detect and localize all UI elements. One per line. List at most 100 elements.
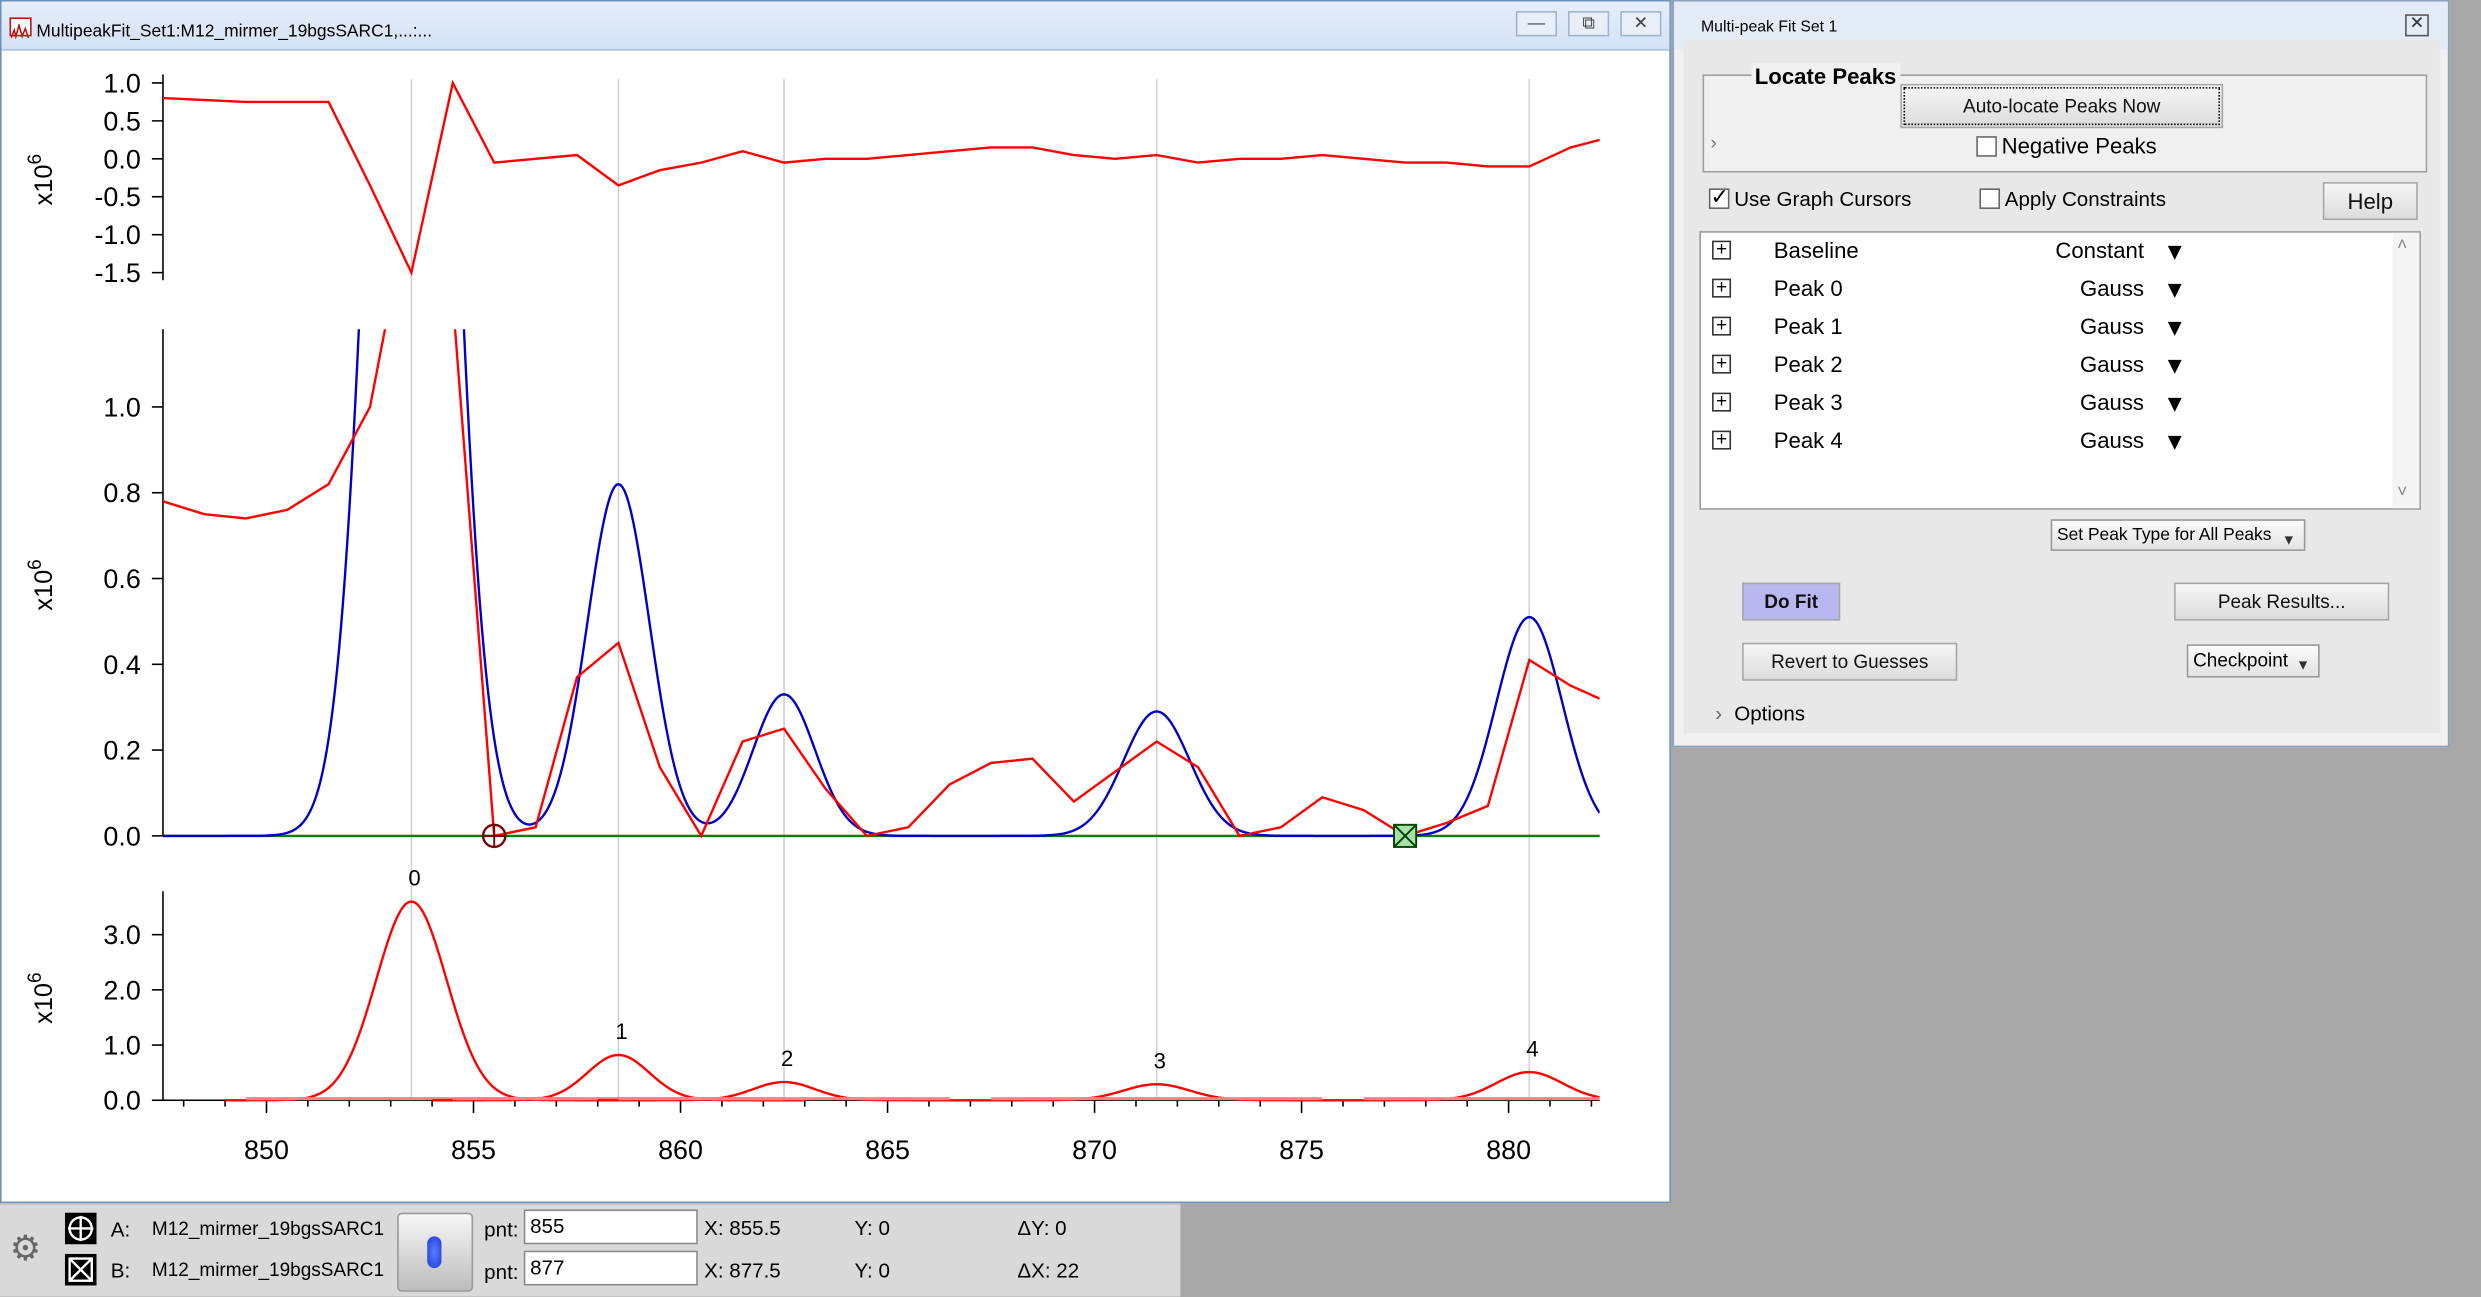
scroll-down-icon[interactable]: ˅: [2397, 482, 2408, 502]
revert-guesses-button[interactable]: Revert to Guesses: [1742, 642, 1958, 681]
row-type: Gauss: [2079, 351, 2145, 377]
minimize-button[interactable]: —: [1515, 11, 1557, 37]
y-tick-label: 0.5: [103, 106, 140, 136]
chevron-right-icon[interactable]: ›: [1715, 701, 1723, 726]
x-tick-label: 870: [1072, 1135, 1117, 1165]
cursor-b-cross-2: [1393, 824, 1417, 848]
list-item[interactable]: + Peak 2 Gauss ▼: [1701, 347, 2397, 385]
expand-icon[interactable]: +: [1712, 239, 1732, 260]
cursor-b-label: B:: [110, 1258, 131, 1283]
row-name: Baseline: [1773, 237, 1859, 263]
x-tick-label: 880: [1486, 1135, 1531, 1165]
row-name: Peak 4: [1773, 427, 1843, 453]
y-tick-label: 1.0: [103, 392, 140, 422]
x-tick-label: 875: [1279, 1135, 1324, 1165]
y-tick-label: -1.0: [94, 220, 140, 250]
y-tick-label: 1.0: [103, 1031, 140, 1061]
pnt-a-label: pnt:: [484, 1217, 519, 1242]
pnt-a-input[interactable]: 855: [523, 1209, 698, 1245]
dropdown-triangle-icon[interactable]: ▼: [2163, 391, 2187, 418]
set-peak-type-dropdown[interactable]: Set Peak Type for All Peaks ▼: [2050, 519, 2306, 551]
exp-power: 6: [25, 559, 46, 570]
row-type: Gauss: [2079, 389, 2145, 415]
locate-peaks-group: Locate Peaks Auto-locate Peaks Now › Neg…: [1702, 63, 2428, 173]
scroll-up-icon[interactable]: ˄: [2397, 235, 2408, 255]
y-tick-label: -0.5: [94, 182, 140, 212]
expand-icon[interactable]: +: [1712, 429, 1732, 450]
row-type: Gauss: [2079, 275, 2145, 301]
cursor-b-y: Y: 0: [854, 1258, 890, 1283]
cursor-a-icon[interactable]: [64, 1212, 97, 1245]
cursor-slider[interactable]: [397, 1212, 474, 1292]
fit-panel-title: Multi-peak Fit Set 1: [1700, 18, 1838, 37]
multipeak-fit-panel: Multi-peak Fit Set 1 ✕ Locate Peaks Auto…: [1672, 0, 2450, 748]
row-name: Peak 3: [1773, 389, 1843, 415]
main-exponent-label: x106: [25, 559, 58, 610]
peak-results-button[interactable]: Peak Results...: [2174, 582, 2390, 621]
dropdown-triangle-icon[interactable]: ▼: [2163, 239, 2187, 266]
pnt-b-input[interactable]: 877: [523, 1250, 698, 1286]
expand-icon[interactable]: +: [1712, 353, 1732, 374]
row-type: Gauss: [2079, 427, 2145, 453]
list-item[interactable]: + Peak 0 Gauss ▼: [1701, 271, 2397, 309]
list-item[interactable]: + Peak 4 Gauss ▼: [1701, 423, 2397, 461]
options-toggle[interactable]: Options: [1734, 701, 1806, 726]
auto-locate-button[interactable]: Auto-locate Peaks Now: [1900, 83, 2224, 129]
list-item[interactable]: + Baseline Constant ▼: [1701, 233, 2397, 271]
graph-titlebar[interactable]: MultipeakFit_Set1:M12_mirmer_19bgsSARC1,…: [1, 1, 1670, 51]
chevron-down-icon: ▼: [2296, 656, 2311, 673]
fit-panel-body: Locate Peaks Auto-locate Peaks Now › Neg…: [1683, 39, 2440, 733]
row-type: Constant: [2055, 237, 2145, 263]
do-fit-button[interactable]: Do Fit: [1742, 582, 1841, 621]
exp-base: x10: [30, 983, 58, 1024]
restore-button[interactable]: ⧉: [1568, 11, 1610, 37]
cursor-a-trace: M12_mirmer_19bgsSARC1: [151, 1217, 385, 1240]
dropdown-triangle-icon[interactable]: ▼: [2163, 353, 2187, 380]
y-tick-label: -1.5: [94, 258, 140, 288]
y-tick-label: 0.2: [103, 736, 140, 766]
dropdown-triangle-icon[interactable]: ▼: [2163, 277, 2187, 304]
negative-peaks-checkbox[interactable]: [1976, 136, 1997, 157]
chevron-down-icon: ▼: [2281, 531, 2296, 548]
expand-icon[interactable]: +: [1712, 277, 1732, 298]
y-tick-label: 2.0: [103, 975, 140, 1005]
apply-constraints-checkbox[interactable]: [1979, 188, 2001, 209]
y-tick-label: 0.0: [103, 821, 140, 851]
peak-label: 0: [408, 866, 420, 891]
slider-knob[interactable]: [427, 1236, 442, 1269]
expand-icon[interactable]: +: [1712, 391, 1732, 412]
peak-curve: [1342, 1070, 1600, 1102]
help-button[interactable]: Help: [2322, 182, 2418, 221]
dropdown-triangle-icon[interactable]: ▼: [2163, 315, 2187, 342]
gear-icon[interactable]: ⚙: [9, 1228, 41, 1269]
close-icon[interactable]: ✕: [2405, 14, 2429, 37]
list-item[interactable]: + Peak 3 Gauss ▼: [1701, 385, 2397, 423]
list-item[interactable]: + Peak 1 Gauss ▼: [1701, 309, 2397, 347]
close-button[interactable]: ✕: [1620, 11, 1662, 37]
list-scrollbar[interactable]: ˄ ˅: [2392, 232, 2420, 509]
checkpoint-label: Checkpoint: [2193, 649, 2289, 672]
peak-label: 3: [1154, 1048, 1166, 1073]
graph-window-title: MultipeakFit_Set1:M12_mirmer_19bgsSARC1,…: [36, 22, 433, 42]
x-tick-label: 865: [865, 1135, 910, 1165]
x-tick-label: 850: [244, 1135, 289, 1165]
cursor-b-icon[interactable]: [64, 1253, 97, 1286]
row-name: Peak 1: [1773, 313, 1843, 339]
peak-label: 4: [1526, 1036, 1538, 1061]
x-tick-label: 860: [658, 1135, 703, 1165]
y-tick-label: 0.6: [103, 564, 140, 594]
residual-exponent-label: x106: [25, 154, 58, 205]
peak-list: + Baseline Constant ▼ + Peak 0 Gauss ▼ +…: [1699, 231, 2421, 510]
checkpoint-dropdown[interactable]: Checkpoint ▼: [2186, 644, 2320, 678]
chevron-right-icon[interactable]: ›: [1710, 131, 1717, 154]
apply-constraints-label: Apply Constraints: [2004, 186, 2166, 211]
cursor-a-label: A:: [110, 1217, 131, 1242]
use-cursors-checkbox[interactable]: [1708, 184, 1730, 211]
pnt-b-label: pnt:: [484, 1260, 519, 1284]
dropdown-triangle-icon[interactable]: ▼: [2163, 429, 2187, 456]
expand-icon[interactable]: +: [1712, 315, 1732, 336]
peak-label: 1: [615, 1019, 627, 1044]
data-line: [162, 329, 1600, 839]
